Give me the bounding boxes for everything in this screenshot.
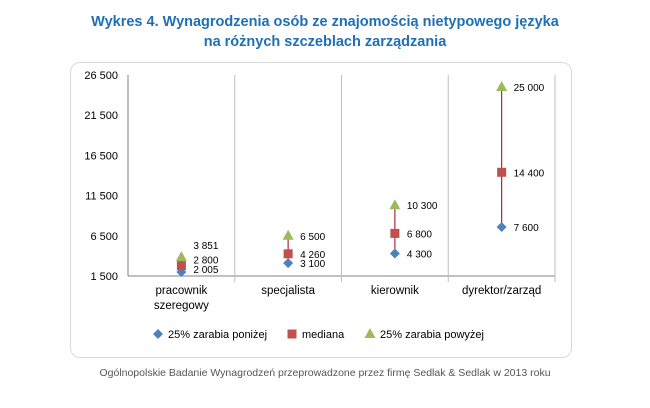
legend-p75-marker: [364, 328, 376, 338]
chart-title-line-2: na różnych szczeblach zarządzania: [203, 34, 447, 50]
p25-marker: [389, 248, 400, 259]
p25-data-label: 2 005: [193, 265, 218, 276]
chart-title-line-1: Wykres 4. Wynagrodzenia osób ze znajomoś…: [91, 14, 559, 30]
x-category-label: specjalista: [261, 285, 315, 297]
p75-data-label: 25 000: [514, 83, 545, 94]
p25-data-label: 4 300: [407, 249, 432, 260]
y-tick-label: 21 500: [84, 110, 118, 122]
p25-data-label: 3 100: [300, 259, 325, 270]
median-data-label: 4 260: [300, 250, 325, 261]
p75-data-label: 10 300: [407, 201, 438, 212]
source-note: Ogólnopolskie Badanie Wynagrodzeń przepr…: [99, 367, 551, 379]
x-category-label: pracownik: [155, 285, 207, 297]
x-category-label: dyrektor/zarząd: [462, 285, 541, 297]
legend-p25-label: 25% zarabia poniżej: [168, 329, 267, 341]
p25-data-label: 7 600: [514, 223, 539, 234]
p25-marker: [496, 221, 507, 232]
median-marker: [283, 249, 293, 259]
chart-panel: [70, 62, 572, 358]
y-tick-label: 6 500: [90, 231, 118, 243]
legend-median-marker: [287, 329, 297, 339]
p75-data-label: 6 500: [300, 232, 325, 243]
median-data-label: 2 800: [193, 256, 218, 267]
p75-marker: [496, 81, 508, 92]
legend-p25-marker: [153, 329, 163, 339]
median-marker: [390, 228, 400, 238]
legend-p75-label: 25% zarabia powyżej: [380, 329, 484, 341]
p25-marker: [283, 258, 294, 269]
p75-marker: [282, 229, 294, 240]
y-tick-label: 11 500: [85, 191, 118, 203]
y-tick-label: 1 500: [90, 271, 118, 283]
x-category-label: kierownik: [371, 285, 419, 297]
y-tick-label: 26 500: [84, 70, 118, 82]
y-tick-label: 16 500: [84, 150, 118, 162]
median-data-label: 6 800: [407, 229, 432, 240]
p75-marker: [389, 199, 401, 210]
median-data-label: 14 400: [514, 168, 545, 179]
p75-marker: [175, 251, 187, 262]
p75-data-label: 3 851: [193, 241, 218, 252]
legend-median-label: mediana: [302, 329, 345, 341]
median-marker: [176, 261, 186, 271]
x-category-label: szeregowy: [154, 300, 209, 312]
chart-title: Wykres 4. Wynagrodzenia osób ze znajomoś…: [0, 12, 650, 52]
median-marker: [497, 167, 507, 177]
